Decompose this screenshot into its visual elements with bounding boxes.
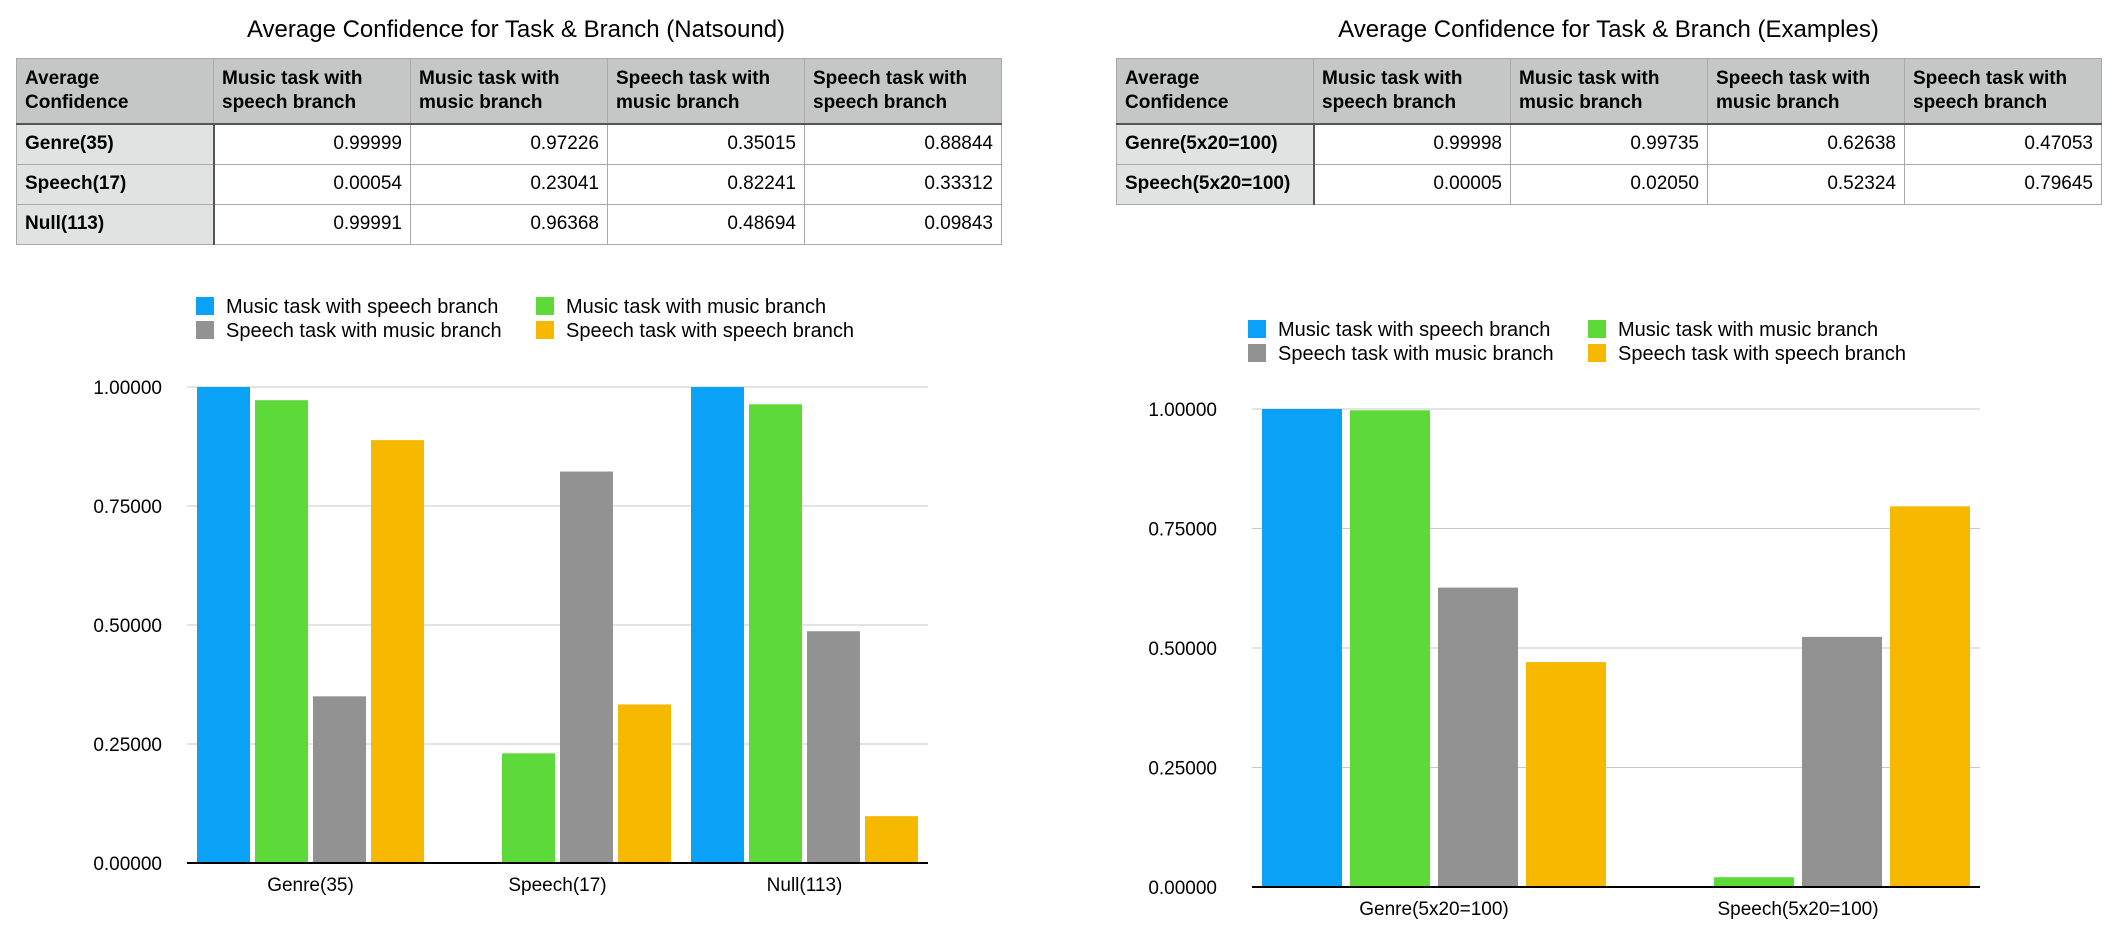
bar (371, 440, 424, 863)
legend-label: Music task with music branch (566, 296, 826, 318)
bar (807, 631, 860, 863)
column-header: Speech task with speech branch (804, 58, 1002, 125)
legend-swatch (1588, 320, 1606, 338)
table-cell: 0.23041 (410, 163, 608, 205)
legend-label: Speech task with speech branch (1618, 343, 1906, 365)
x-tick-label: Genre(5x20=100) (1359, 899, 1508, 920)
legend-swatch (1248, 344, 1266, 362)
table-row: Speech(5x20=100) 0.00005 0.02050 0.52324… (1116, 163, 2102, 205)
natsound-bar-chart: 0.00000 0.25000 0.50000 0.75000 1.00000 Genre… (93, 296, 928, 896)
bar (691, 387, 744, 863)
bar (560, 471, 613, 863)
examples-bar-chart: 0.00000 0.25000 0.50000 0.75000 1.00000 Genre… (1148, 319, 1980, 920)
natsound-panel: Average Confidence for Task & Branch (Na… (16, 16, 1002, 896)
natsound-table-title: Average Confidence for Task & Branch (Na… (246, 16, 786, 43)
examples-table-title: Average Confidence for Task & Branch (Ex… (1338, 16, 1879, 43)
y-tick-label: 0.25000 (93, 735, 162, 756)
legend-swatch (196, 321, 214, 339)
table-cell: 0.00005 (1313, 163, 1511, 205)
legend-label: Music task with speech branch (226, 296, 498, 318)
table-cell: 0.09843 (804, 203, 1002, 245)
table-cell: 0.99998 (1313, 123, 1511, 165)
table-header-row: Average Confidence Music task with speec… (16, 58, 1002, 125)
table-cell: 0.82241 (607, 163, 805, 205)
y-tick-label: 0.00000 (1148, 878, 1217, 899)
legend-label: Music task with speech branch (1278, 319, 1550, 341)
y-tick-label: 0.25000 (1148, 759, 1217, 780)
examples-table: Average Confidence Music task with speec… (1116, 58, 2102, 205)
bar (865, 816, 918, 863)
legend-label: Music task with music branch (1618, 319, 1878, 341)
table-cell: 0.52324 (1707, 163, 1905, 205)
y-tick-label: 1.00000 (93, 378, 162, 399)
x-tick-label: Speech(5x20=100) (1717, 899, 1878, 920)
y-tick-label: 0.50000 (1148, 639, 1217, 660)
legend-swatch (196, 297, 214, 315)
bar (502, 753, 555, 863)
y-tick-label: 0.00000 (93, 854, 162, 875)
y-tick-label: 0.75000 (93, 497, 162, 518)
y-tick-label: 0.50000 (93, 616, 162, 637)
row-header: Null(113) (16, 203, 215, 245)
bar (1438, 587, 1518, 887)
column-header: Speech task with speech branch (1904, 58, 2102, 125)
column-header: Speech task with music branch (607, 58, 805, 125)
y-tick-label: 0.75000 (1148, 520, 1217, 541)
table-row: Null(113) 0.99991 0.96368 0.48694 0.0984… (16, 203, 1002, 245)
legend-swatch (536, 321, 554, 339)
bar (255, 400, 308, 863)
y-tick-label: 1.00000 (1148, 400, 1217, 421)
legend-swatch (1588, 344, 1606, 362)
column-header: Music task with music branch (1510, 58, 1708, 125)
table-cell: 0.00054 (213, 163, 411, 205)
column-header: Music task with music branch (410, 58, 608, 125)
bar (313, 696, 366, 863)
corner-header: Average Confidence (1116, 58, 1314, 125)
examples-panel: Average Confidence for Task & Branch (Ex… (1100, 0, 2122, 950)
row-header: Speech(5x20=100) (1116, 163, 1315, 205)
bar (197, 387, 250, 863)
x-tick-label: Null(113) (767, 875, 843, 896)
legend-swatch (1248, 320, 1266, 338)
legend-label: Speech task with music branch (1278, 343, 1554, 365)
table-header-row: Average Confidence Music task with speec… (1116, 58, 2102, 125)
natsound-table: Average Confidence Music task with speec… (16, 58, 1002, 245)
bar (1890, 506, 1970, 887)
corner-header: Average Confidence (16, 58, 214, 125)
table-cell: 0.79645 (1904, 163, 2102, 205)
table-cell: 0.99999 (213, 123, 411, 165)
x-tick-label: Genre(35) (267, 875, 354, 896)
table-cell: 0.02050 (1510, 163, 1708, 205)
bar (1714, 877, 1794, 887)
table-cell: 0.48694 (607, 203, 805, 245)
row-header: Speech(17) (16, 163, 215, 205)
legend-swatch (536, 297, 554, 315)
bar (1526, 662, 1606, 887)
table-row: Speech(17) 0.00054 0.23041 0.82241 0.333… (16, 163, 1002, 205)
bar (1262, 409, 1342, 887)
column-header: Music task with speech branch (213, 58, 411, 125)
table-cell: 0.62638 (1707, 123, 1905, 165)
bar (618, 704, 671, 863)
bar (749, 404, 802, 863)
table-cell: 0.99991 (213, 203, 411, 245)
legend-label: Speech task with music branch (226, 320, 502, 342)
bar (1350, 410, 1430, 887)
x-tick-label: Speech(17) (508, 875, 606, 896)
table-cell: 0.35015 (607, 123, 805, 165)
legend-label: Speech task with speech branch (566, 320, 854, 342)
column-header: Speech task with music branch (1707, 58, 1905, 125)
bar (1802, 636, 1882, 887)
